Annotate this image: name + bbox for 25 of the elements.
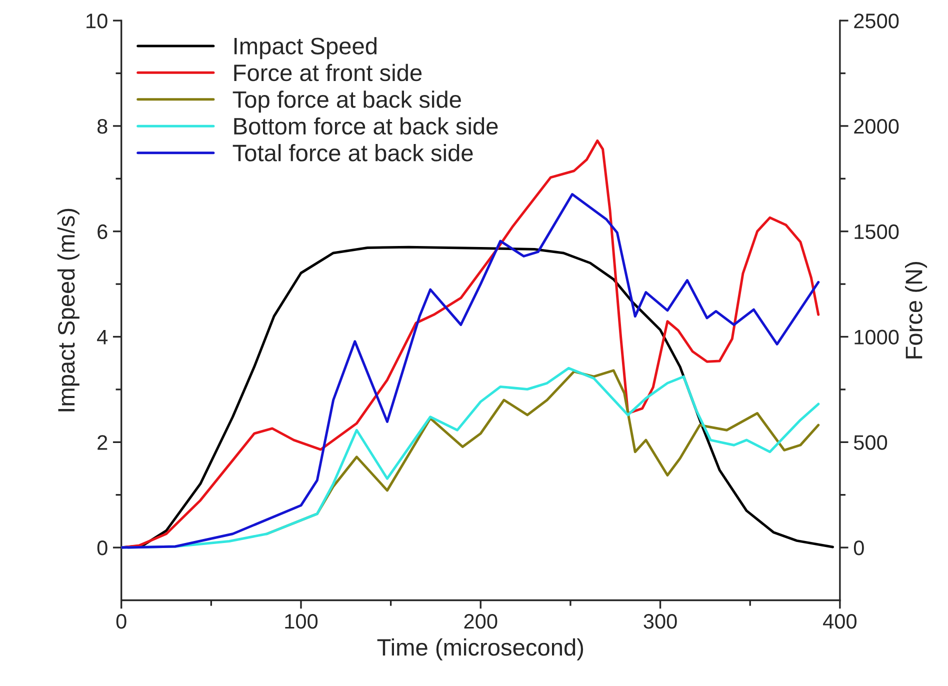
y-tick-label: 0: [97, 540, 108, 556]
y2-tick-label: 1500: [854, 224, 899, 240]
y2-tick-label: 2000: [854, 118, 899, 134]
x-tick-label: 300: [644, 614, 677, 629]
x-axis-title: Time (microsecond): [377, 638, 584, 660]
legend-label: Total force at back side: [232, 144, 473, 162]
y-tick-label: 10: [86, 14, 108, 28]
x-tick-label: 100: [285, 614, 318, 629]
legend-label: Impact Speed: [234, 37, 376, 60]
y2-axis-title: Force (N): [905, 262, 928, 358]
y2-tick-label: 0: [854, 540, 864, 556]
y-tick-label: 8: [97, 118, 108, 134]
y-tick-label: 4: [97, 330, 108, 344]
legend-label: Bottom force at back side: [234, 117, 498, 135]
y-axis-title: Impact Speed (m/s): [57, 208, 80, 412]
legend-label: Force at front side: [234, 64, 422, 82]
x-tick-label: 0: [116, 614, 126, 629]
legend-label: Top force at back side: [232, 90, 461, 113]
y2-tick-label: 500: [854, 435, 888, 450]
y2-tick-label: 2500: [854, 14, 899, 28]
x-tick-label: 200: [464, 614, 498, 629]
y-tick-label: 2: [98, 435, 108, 450]
y2-tick-label: 1000: [854, 330, 899, 345]
x-tick-label: 400: [823, 614, 856, 629]
y-tick-label: 6: [98, 224, 108, 240]
